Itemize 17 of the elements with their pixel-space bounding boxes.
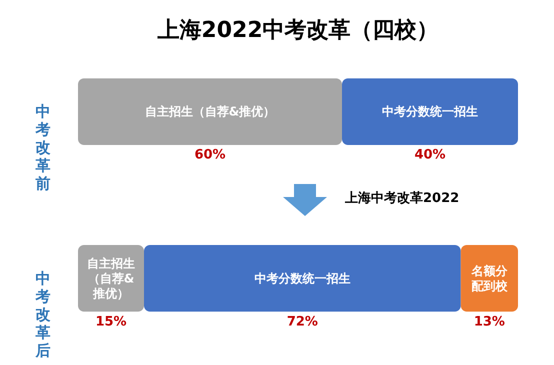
series-label: 自主招生（自荐&推优） <box>87 256 135 300</box>
data-label: 13% <box>474 314 505 330</box>
bar <box>78 78 342 145</box>
text: 自主招生（自荐&推优） <box>144 104 276 119</box>
y-tick-label: 中考改革前 <box>34 102 50 193</box>
bar <box>342 78 518 145</box>
data-label: 15% <box>95 314 127 330</box>
data-label: 60% <box>194 148 226 163</box>
chart-title: 上海2022中考改革（四校） <box>156 18 439 43</box>
series-label: 名额分配到校 <box>470 264 508 293</box>
series-label: 中考分数统一招生 <box>382 104 478 119</box>
data-label: 72% <box>286 314 318 330</box>
text: 中考分数统一招生 <box>254 271 350 286</box>
data-label: 40% <box>414 148 446 163</box>
y-tick-label: 中考改革后 <box>34 269 50 360</box>
bar <box>144 245 461 312</box>
annotation: 上海中考改革2022 <box>345 190 460 207</box>
